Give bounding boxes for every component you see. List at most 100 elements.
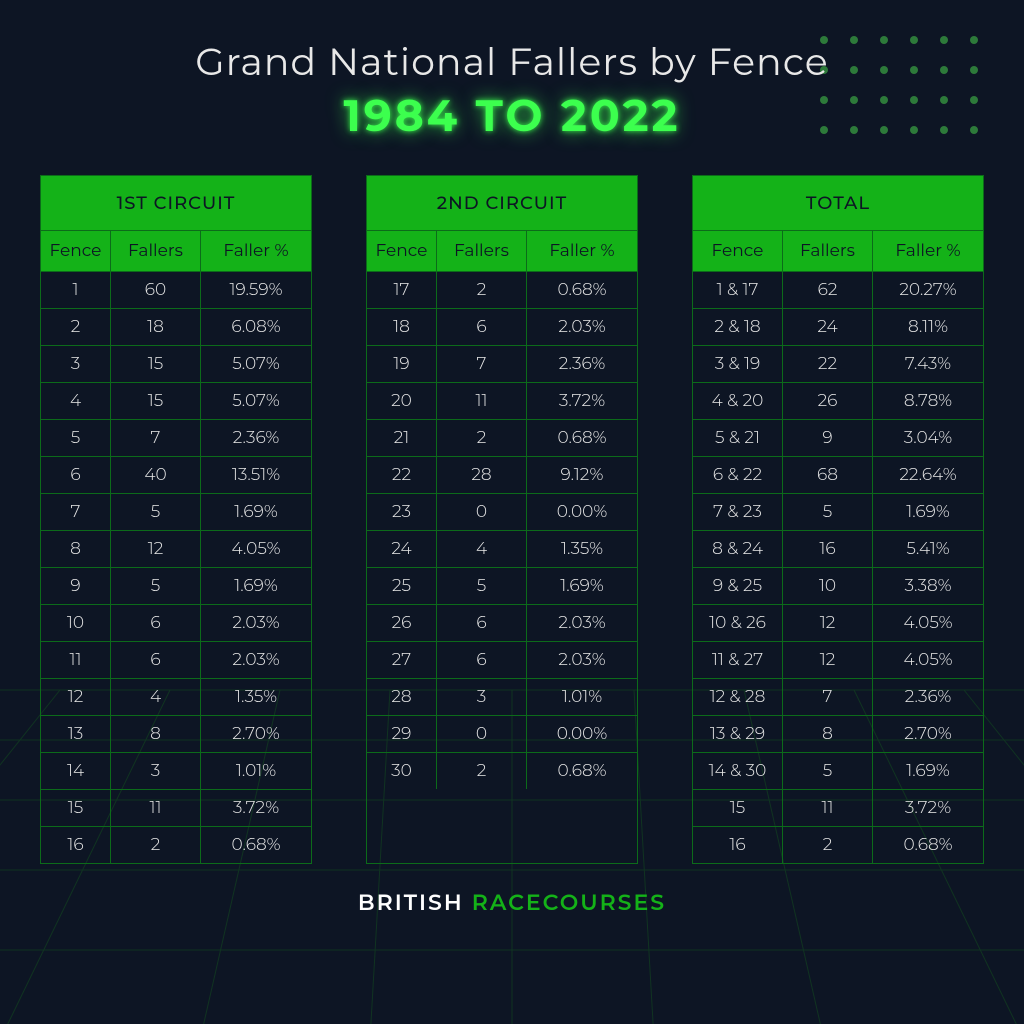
table-cell: 2 bbox=[437, 272, 527, 309]
table-row: 4155.07% bbox=[41, 383, 311, 420]
table-cell: 16 bbox=[41, 827, 111, 863]
table-cell: 19 bbox=[367, 346, 437, 383]
table-cell: 40 bbox=[111, 457, 201, 494]
table-cell: 16 bbox=[783, 531, 873, 568]
table-cell: 5.07% bbox=[201, 346, 311, 383]
table-cell: 2.03% bbox=[527, 605, 637, 642]
table-cell: 2.36% bbox=[201, 420, 311, 457]
table-circuit-2: 2ND CIRCUITFenceFallersFaller %1720.68%1… bbox=[366, 175, 638, 864]
table-row: 572.36% bbox=[41, 420, 311, 457]
table-cell: 2.70% bbox=[201, 716, 311, 753]
table-cell: 5 bbox=[41, 420, 111, 457]
table-cell: 0.68% bbox=[527, 272, 637, 309]
table-header-row: FenceFallersFaller % bbox=[41, 231, 311, 272]
table-cell: 10 bbox=[41, 605, 111, 642]
brand-logo: BRITISH RACECOURSES bbox=[0, 889, 1024, 916]
table-cell: 2 bbox=[41, 309, 111, 346]
table-cell: 4.05% bbox=[201, 531, 311, 568]
table-cell: 26 bbox=[783, 383, 873, 420]
table-cell: 4 bbox=[111, 679, 201, 716]
table-cell: 3 bbox=[41, 346, 111, 383]
table-total: TOTALFenceFallersFaller %1 & 176220.27%2… bbox=[692, 175, 984, 864]
column-header: Faller % bbox=[873, 231, 983, 272]
table-cell: 4 bbox=[41, 383, 111, 420]
table-cell: 0 bbox=[437, 494, 527, 531]
table-cell: 1 & 17 bbox=[693, 272, 783, 309]
table-cell: 2.36% bbox=[873, 679, 983, 716]
table-cell: 15 bbox=[111, 383, 201, 420]
table-cell: 5 bbox=[111, 568, 201, 605]
table-cell: 8 bbox=[783, 716, 873, 753]
table-cell: 14 & 30 bbox=[693, 753, 783, 790]
table-cell: 30 bbox=[367, 753, 437, 789]
table-row: 5 & 2193.04% bbox=[693, 420, 983, 457]
table-row: 1862.03% bbox=[367, 309, 637, 346]
table-cell: 6 bbox=[111, 605, 201, 642]
table-cell: 18 bbox=[111, 309, 201, 346]
table-cell: 0 bbox=[437, 716, 527, 753]
table-row: 2441.35% bbox=[367, 531, 637, 568]
table-cell: 2 bbox=[783, 827, 873, 863]
table-row: 3020.68% bbox=[367, 753, 637, 789]
table-cell: 2 & 18 bbox=[693, 309, 783, 346]
table-cell: 60 bbox=[111, 272, 201, 309]
table-cell: 2.03% bbox=[201, 605, 311, 642]
table-cell: 2 bbox=[437, 420, 527, 457]
table-cell: 2 bbox=[437, 753, 527, 789]
table-cell: 11 bbox=[111, 790, 201, 827]
table-row: 3155.07% bbox=[41, 346, 311, 383]
table-cell: 1.01% bbox=[201, 753, 311, 790]
table-cell: 9 bbox=[41, 568, 111, 605]
table-cell: 3.72% bbox=[527, 383, 637, 420]
table-cell: 6 & 22 bbox=[693, 457, 783, 494]
table-cell: 11 & 27 bbox=[693, 642, 783, 679]
table-cell: 22 bbox=[367, 457, 437, 494]
table-row: 1972.36% bbox=[367, 346, 637, 383]
table-cell: 6 bbox=[437, 642, 527, 679]
table-cell: 1.69% bbox=[527, 568, 637, 605]
table-row: 1431.01% bbox=[41, 753, 311, 790]
table-cell: 15 bbox=[111, 346, 201, 383]
table-cell: 11 bbox=[437, 383, 527, 420]
table-cell: 23 bbox=[367, 494, 437, 531]
table-header-row: FenceFallersFaller % bbox=[693, 231, 983, 272]
table-cell: 6.08% bbox=[201, 309, 311, 346]
table-row: 16019.59% bbox=[41, 272, 311, 309]
table-cell: 7 & 23 bbox=[693, 494, 783, 531]
table-cell: 0.00% bbox=[527, 494, 637, 531]
title-line-1: Grand National Fallers by Fence bbox=[0, 38, 1024, 85]
column-header: Fence bbox=[693, 231, 783, 272]
table-cell: 1.35% bbox=[201, 679, 311, 716]
table-cell: 5 & 21 bbox=[693, 420, 783, 457]
column-header: Fallers bbox=[111, 231, 201, 272]
table-cell: 9 & 25 bbox=[693, 568, 783, 605]
table-cell: 0.68% bbox=[527, 420, 637, 457]
column-header: Faller % bbox=[527, 231, 637, 272]
table-cell: 8 bbox=[111, 716, 201, 753]
table-header-row: FenceFallersFaller % bbox=[367, 231, 637, 272]
table-row: 2300.00% bbox=[367, 494, 637, 531]
table-cell: 3.04% bbox=[873, 420, 983, 457]
table-cell: 1.69% bbox=[201, 568, 311, 605]
table-cell: 6 bbox=[437, 605, 527, 642]
table-cell: 7 bbox=[437, 346, 527, 383]
table-cell: 2.03% bbox=[201, 642, 311, 679]
table-cell: 62 bbox=[783, 272, 873, 309]
table-cell: 6 bbox=[41, 457, 111, 494]
table-row: 1 & 176220.27% bbox=[693, 272, 983, 309]
table-cell: 0.68% bbox=[527, 753, 637, 789]
table-cell: 8 & 24 bbox=[693, 531, 783, 568]
table-row: 6 & 226822.64% bbox=[693, 457, 983, 494]
table-cell: 15 bbox=[693, 790, 783, 827]
table-row: 22289.12% bbox=[367, 457, 637, 494]
table-row: 2551.69% bbox=[367, 568, 637, 605]
table-cell: 6 bbox=[437, 309, 527, 346]
table-cell: 12 bbox=[783, 605, 873, 642]
table-row: 10 & 26124.05% bbox=[693, 605, 983, 642]
table-cell: 14 bbox=[41, 753, 111, 790]
table-row: 2 & 18248.11% bbox=[693, 309, 983, 346]
table-title: 2ND CIRCUIT bbox=[367, 176, 637, 231]
table-cell: 18 bbox=[367, 309, 437, 346]
table-cell: 2.70% bbox=[873, 716, 983, 753]
table-cell: 5 bbox=[437, 568, 527, 605]
